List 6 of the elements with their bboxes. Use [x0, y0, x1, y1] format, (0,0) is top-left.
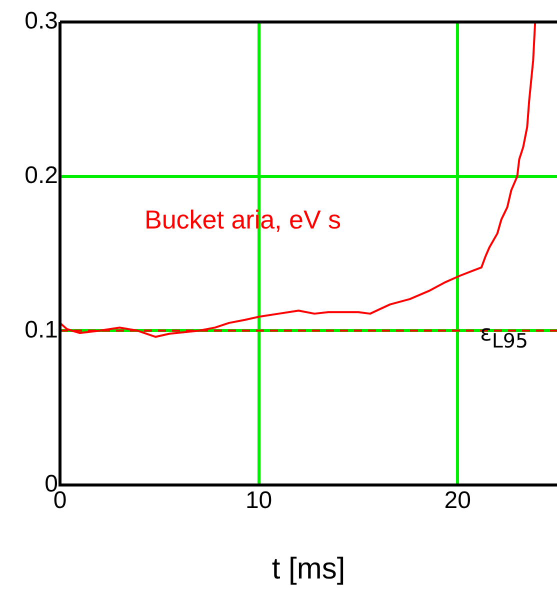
- x-tick-label: 20: [444, 487, 471, 514]
- y-tick-label: 0.1: [24, 316, 58, 344]
- y-tick-label: 0.3: [24, 8, 58, 35]
- x-tick-label: 10: [245, 487, 272, 514]
- x-axis-title: t [ms]: [272, 552, 346, 586]
- y-tick-label: 0.2: [24, 162, 58, 189]
